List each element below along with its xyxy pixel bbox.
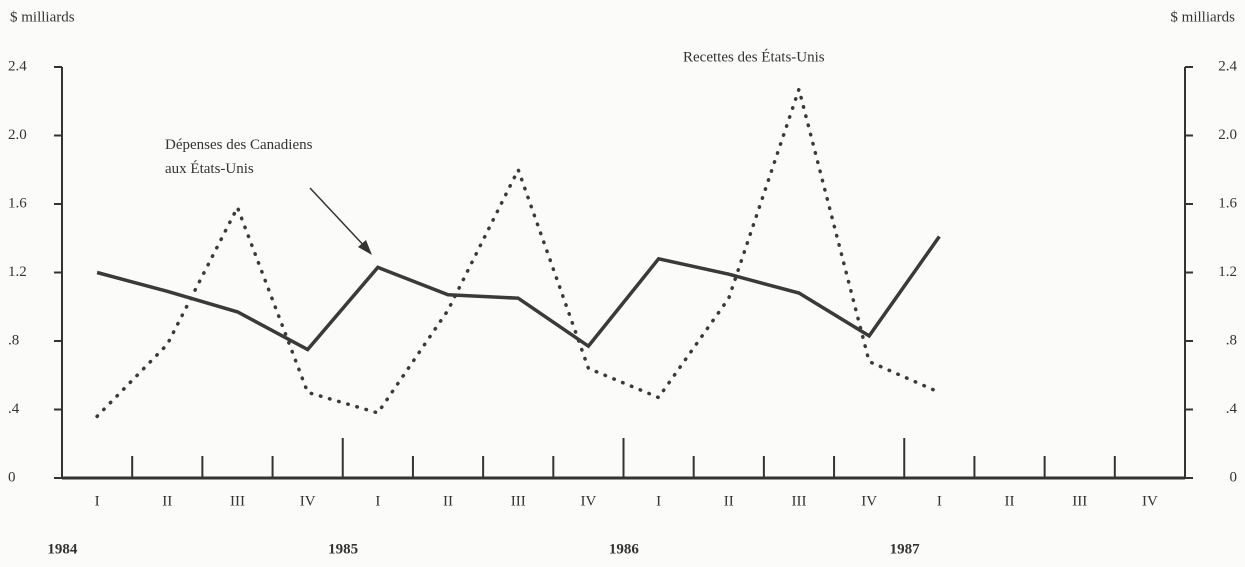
x-tick-label: II	[443, 493, 453, 509]
x-tick-label: III	[791, 493, 806, 509]
x-tick-label: I	[656, 493, 661, 509]
series-line	[96, 235, 941, 352]
x-tick-label: III	[230, 493, 245, 509]
y-tick-label: .4	[8, 401, 20, 417]
y-tick-label: 1.2	[8, 264, 27, 280]
x-tick-label: IV	[861, 493, 877, 509]
y-axis-label: $ milliards	[10, 9, 75, 25]
x-tick-label: II	[162, 493, 172, 509]
y2-tick-label: 0	[1230, 469, 1238, 485]
x-tick-label: IV	[580, 493, 596, 509]
x-tick-label: I	[937, 493, 942, 509]
annotation-arrow	[309, 187, 369, 251]
year-label: 1987	[890, 541, 921, 557]
y2-tick-label: .4	[1226, 401, 1238, 417]
y2-tick-label: 2.4	[1218, 58, 1237, 74]
y-tick-label: 0	[8, 469, 16, 485]
y-tick-label: 2.0	[8, 127, 27, 143]
series-label: Recettes des États-Unis	[683, 48, 825, 65]
arrow-head	[358, 240, 372, 255]
x-tick-label: IV	[1142, 493, 1158, 509]
x-tick-label: II	[1005, 493, 1015, 509]
x-tick-label: III	[511, 493, 526, 509]
y-tick-label: .8	[8, 332, 19, 348]
year-label: 1984	[47, 541, 78, 557]
y2-tick-label: 2.0	[1218, 127, 1237, 143]
x-tick-label: II	[724, 493, 734, 509]
year-label: 1985	[328, 541, 358, 557]
x-tick-label: IV	[300, 493, 316, 509]
y2-tick-label: 1.6	[1218, 195, 1237, 211]
y-tick-label: 1.6	[8, 195, 27, 211]
y2-tick-label: .8	[1226, 332, 1237, 348]
x-tick-label: I	[95, 493, 100, 509]
x-tick-label: I	[375, 493, 380, 509]
series-line	[95, 83, 942, 419]
series-label: Dépenses des Canadiens aux États-Unis	[165, 137, 316, 177]
y2-tick-label: 1.2	[1218, 264, 1237, 280]
x-tick-label: III	[1072, 493, 1087, 509]
y-tick-label: 2.4	[8, 58, 27, 74]
y2-axis-label: $ milliards	[1170, 9, 1235, 25]
year-label: 1986	[609, 541, 640, 557]
